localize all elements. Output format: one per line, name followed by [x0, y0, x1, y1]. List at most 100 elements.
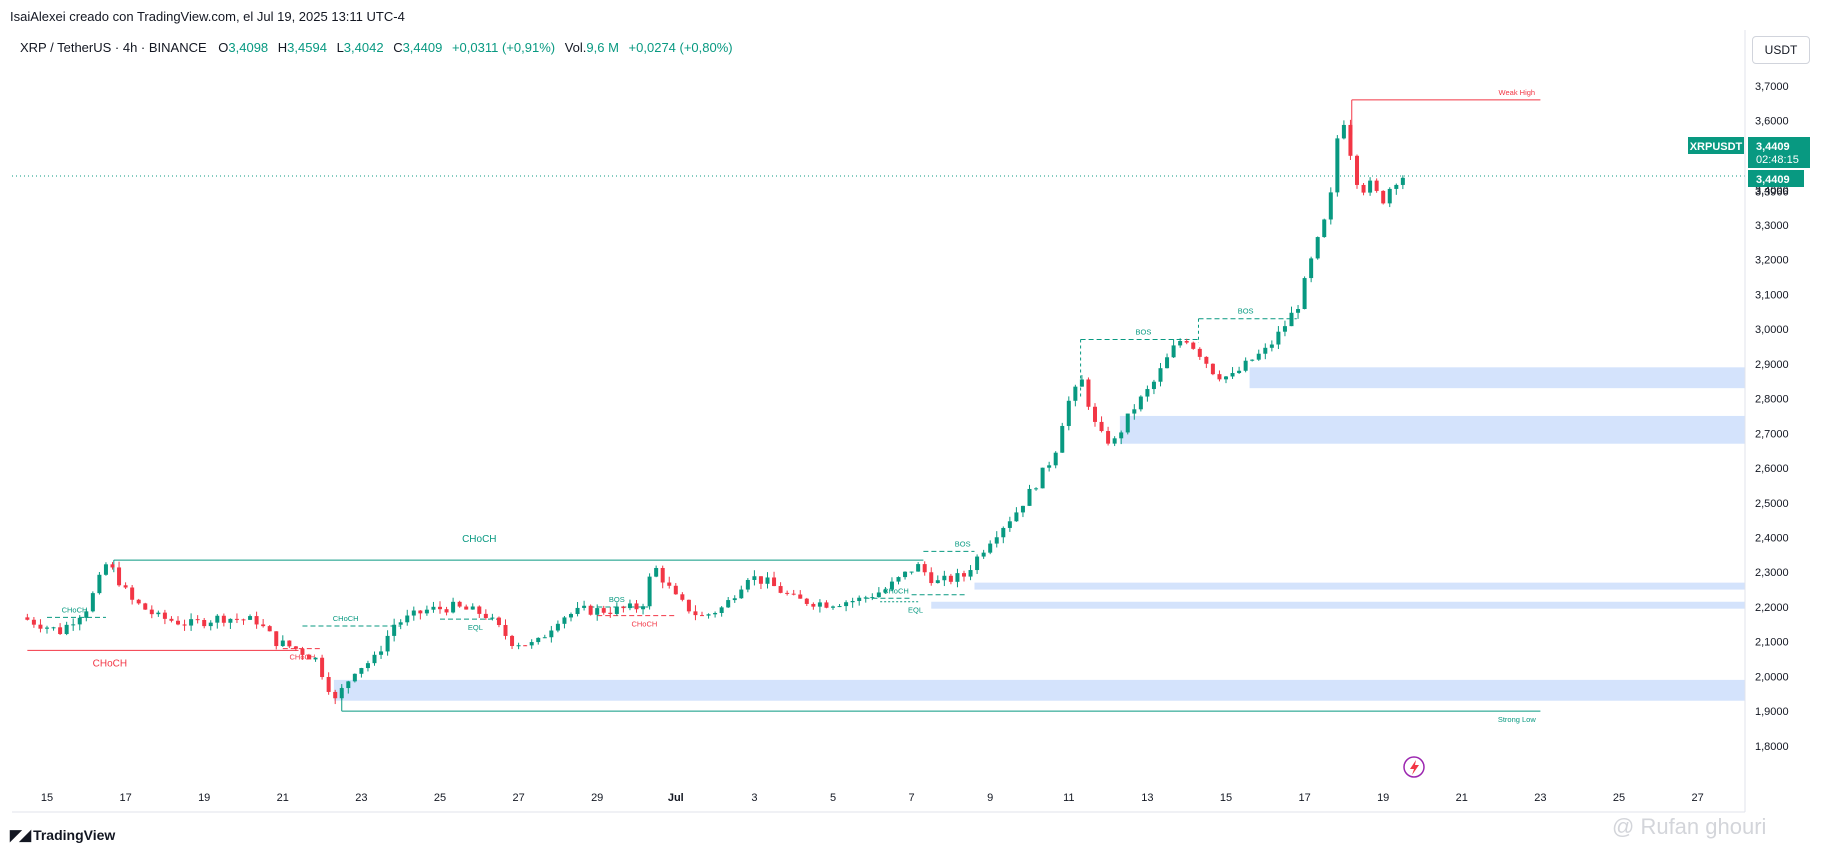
symbol-label[interactable]: XRP / TetherUS · 4h · BINANCE [20, 40, 207, 55]
candle-body-6 [64, 624, 69, 635]
x-tick-label-6: 27 [512, 792, 524, 804]
candle-body-87 [595, 608, 600, 615]
candle-body-193 [1289, 312, 1294, 327]
x-tick-label-19: 23 [1534, 792, 1546, 804]
candle-body-166 [1112, 438, 1117, 444]
y-tick-label-13: 2,4000 [1755, 532, 1789, 544]
candle-body-66 [457, 601, 462, 607]
low-label: L [336, 40, 344, 55]
candle-body-121 [817, 602, 822, 607]
candle-body-135 [909, 571, 914, 573]
candle-body-144 [968, 570, 973, 577]
candle-body-156 [1047, 465, 1052, 468]
candle-body-56 [392, 624, 397, 636]
volume-value: 9,6 M [586, 40, 619, 55]
candle-body-123 [831, 606, 835, 608]
candle-body-70 [483, 613, 488, 619]
candlesticks [25, 119, 1405, 705]
candle-body-181 [1210, 363, 1215, 375]
candle-body-54 [379, 651, 384, 655]
x-tick-label-20: 25 [1613, 792, 1625, 804]
candle-body-205 [1368, 180, 1373, 193]
open-value: 3,4098 [228, 40, 269, 55]
candle-body-3 [45, 627, 49, 629]
candle-body-180 [1204, 356, 1209, 364]
candle-body-20 [156, 612, 161, 615]
candle-body-128 [863, 597, 868, 599]
candle-body-106 [719, 607, 724, 613]
candle-body-199 [1328, 192, 1333, 220]
high-value: 3,4594 [287, 40, 327, 55]
candle-body-165 [1106, 431, 1111, 444]
candle-body-105 [713, 612, 718, 615]
symbol-tag-bg [1688, 137, 1744, 154]
candle-body-51 [359, 668, 364, 674]
candle-body-206 [1374, 180, 1379, 191]
candle-body-85 [582, 605, 587, 608]
candle-body-124 [837, 606, 842, 608]
candle-body-147 [988, 543, 993, 553]
candle-body-140 [942, 575, 947, 581]
tradingview-logo-icon: ◤◢ [10, 827, 31, 844]
candle-body-168 [1125, 413, 1130, 433]
candle-body-117 [791, 593, 796, 595]
candle-body-100 [680, 594, 685, 600]
candle-body-188 [1256, 353, 1261, 360]
y-tick-label-14: 2,3000 [1755, 567, 1789, 579]
candle-body-81 [555, 623, 560, 631]
candle-body-82 [562, 617, 567, 624]
candle-body-151 [1014, 512, 1019, 522]
x-tick-label-2: 19 [198, 792, 210, 804]
candle-body-174 [1165, 357, 1170, 369]
level-label-5: CHoCH [333, 614, 359, 623]
zone-1 [974, 582, 1745, 590]
candle-body-132 [889, 581, 894, 590]
candle-body-1 [31, 619, 36, 625]
tradingview-brand-label: TradingView [33, 827, 116, 843]
candle-body-197 [1315, 237, 1320, 259]
currency-button[interactable]: USDT [1752, 36, 1810, 64]
candle-body-0 [25, 617, 30, 620]
candle-body-133 [896, 577, 901, 582]
candle-body-18 [143, 603, 148, 610]
candle-body-201 [1341, 124, 1346, 139]
candle-body-59 [411, 610, 416, 616]
candle-body-46 [326, 677, 331, 692]
tradingview-logo[interactable]: ◤◢ TradingView [10, 826, 115, 844]
candle-body-62 [431, 606, 436, 610]
candle-body-157 [1053, 452, 1058, 466]
candle-body-108 [732, 598, 737, 601]
x-tick-label-11: 7 [909, 792, 915, 804]
zone-0 [333, 679, 1745, 701]
candle-body-80 [549, 630, 554, 638]
candle-body-96 [654, 567, 659, 577]
level-label-14: BOS [1136, 328, 1152, 337]
candle-body-209 [1394, 184, 1399, 189]
candle-body-75 [516, 645, 521, 647]
candle-body-22 [169, 618, 174, 621]
candle-body-125 [844, 602, 849, 607]
candle-body-72 [496, 617, 501, 626]
candle-body-182 [1217, 374, 1222, 380]
candle-body-99 [673, 585, 678, 595]
candle-body-52 [365, 663, 370, 669]
candle-body-162 [1086, 379, 1091, 407]
lightning-icon [1403, 756, 1425, 778]
candle-body-68 [470, 606, 475, 610]
x-tick-label-9: 3 [751, 792, 757, 804]
candle-body-158 [1060, 425, 1065, 453]
y-tick-label-4: 3,3000 [1755, 220, 1789, 232]
candle-body-171 [1145, 389, 1150, 397]
candle-body-143 [962, 573, 966, 577]
candle-body-122 [824, 602, 829, 608]
open-label: O [218, 40, 229, 55]
candle-body-191 [1276, 331, 1281, 345]
candle-body-192 [1282, 326, 1287, 332]
y-tick-label-18: 1,9000 [1755, 706, 1789, 718]
candle-body-115 [778, 586, 783, 593]
candle-body-53 [372, 654, 377, 664]
x-tick-label-8: Jul [668, 792, 684, 804]
candle-body-44 [313, 657, 318, 660]
y-tick-label-19: 1,8000 [1755, 741, 1789, 753]
